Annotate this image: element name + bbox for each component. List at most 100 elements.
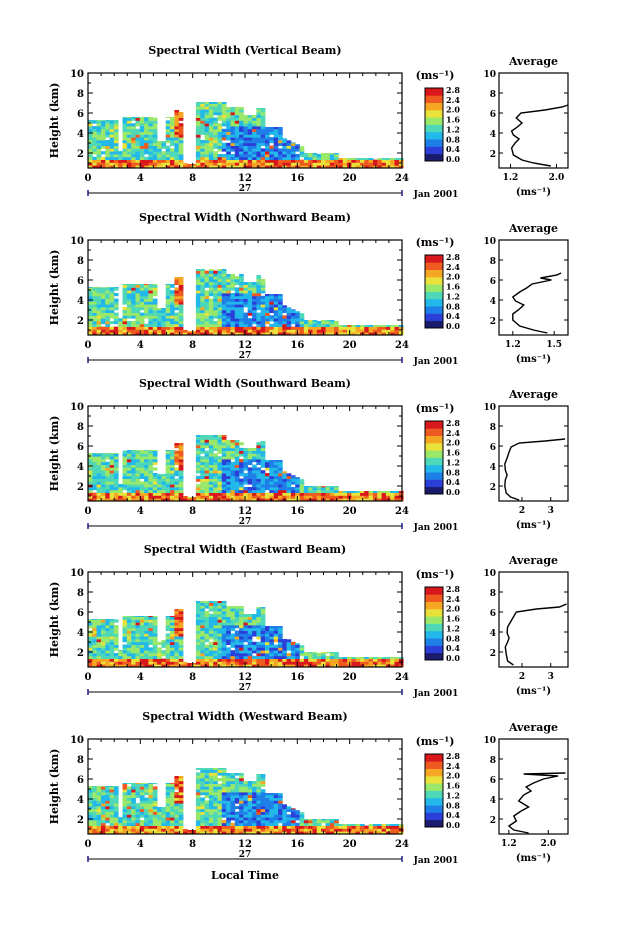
heatmap-cell — [252, 481, 257, 485]
heatmap-cell — [373, 661, 378, 665]
heatmap-cell — [208, 630, 214, 634]
heatmap-cell — [174, 613, 180, 617]
heatmap-cell — [139, 159, 145, 163]
heatmap-cell — [247, 627, 253, 631]
heatmap-cell — [312, 159, 318, 163]
heatmap-cell — [230, 481, 236, 485]
heatmap-cell — [239, 780, 244, 784]
heatmap-cell — [230, 622, 236, 626]
heatmap-cell — [299, 661, 305, 665]
heatmap-cell — [278, 294, 283, 297]
heatmap-cell — [265, 831, 270, 835]
heatmap-cell — [113, 639, 119, 643]
heatmap-cell — [252, 123, 257, 127]
heatmap-cell — [131, 293, 136, 297]
heatmap-cell — [139, 117, 145, 118]
heatmap-cell — [126, 487, 132, 491]
heatmap-cell — [256, 140, 262, 144]
heatmap-cell — [373, 658, 378, 662]
heatmap-cell — [139, 128, 145, 132]
colorbar-label: (ms⁻¹) — [416, 236, 455, 249]
heatmap-cell — [161, 664, 167, 668]
heatmap-cell — [195, 475, 201, 479]
colorbar-segment — [425, 587, 443, 595]
heatmap-cell — [126, 293, 132, 297]
heatmap-cell — [161, 165, 167, 169]
heatmap-cell — [243, 478, 249, 482]
heatmap-cell — [161, 822, 167, 826]
heatmap-cell — [239, 792, 244, 796]
heatmap-cell — [152, 492, 158, 496]
heatmap-cell — [165, 140, 171, 144]
heatmap-cell — [247, 470, 253, 474]
heatmap-cell — [221, 630, 227, 634]
heatmap-cell — [295, 481, 300, 485]
heatmap-cell — [334, 326, 339, 330]
heatmap-cell — [226, 159, 231, 163]
heatmap-cell — [101, 794, 106, 798]
heatmap-cell — [256, 114, 262, 118]
heatmap-cell — [157, 808, 162, 812]
heatmap-cell — [260, 295, 266, 299]
heatmap-cell — [256, 658, 262, 662]
heatmap-cell — [256, 653, 262, 657]
heatmap-cell — [92, 786, 97, 787]
heatmap-cell — [316, 487, 322, 491]
heatmap-cell — [269, 636, 274, 640]
heatmap-cell — [101, 315, 106, 319]
heatmap-cell — [290, 644, 296, 648]
heatmap-cell — [118, 828, 123, 832]
heatmap-cell — [200, 112, 205, 116]
heatmap-cell — [195, 661, 201, 665]
heatmap-cell — [290, 145, 296, 149]
heatmap-cell — [105, 140, 110, 144]
heatmap-cell — [109, 797, 115, 801]
heatmap-cell — [135, 498, 141, 502]
heatmap-cell — [213, 487, 218, 491]
heatmap-cell — [256, 134, 262, 138]
heatmap-cell — [338, 492, 344, 496]
heatmap-cell — [148, 117, 154, 118]
heatmap-cell — [195, 664, 201, 668]
heatmap-cell — [208, 148, 214, 152]
heatmap-cell — [195, 803, 201, 807]
heatmap-cell — [230, 301, 236, 305]
heatmap-cell — [208, 803, 214, 807]
heatmap-cell — [265, 318, 270, 322]
heatmap-cell — [152, 498, 158, 502]
heatmap-cell — [217, 442, 223, 446]
heatmap-cell — [286, 664, 292, 668]
heatmap-cell — [170, 162, 175, 166]
heatmap-cell — [221, 658, 227, 662]
heatmap-cell — [105, 800, 110, 804]
heatmap-cell — [165, 655, 171, 659]
heatmap-cell — [88, 633, 93, 637]
heatmap-cell — [230, 156, 236, 160]
heatmap-cell — [92, 159, 97, 163]
heatmap-cell — [113, 811, 119, 815]
heatmap-cell — [208, 435, 214, 437]
heatmap-cell — [195, 131, 201, 135]
heatmap-cell — [200, 123, 205, 127]
panel-title: Spectral Width (Westward Beam) — [142, 710, 347, 723]
heatmap-cell — [113, 470, 119, 474]
heatmap-cell — [88, 786, 93, 790]
heatmap-cell — [321, 153, 326, 155]
heatmap-cell — [105, 814, 110, 818]
heatmap-cell — [208, 619, 214, 623]
heatmap-cell — [92, 126, 97, 130]
heatmap-cell — [96, 301, 102, 305]
heatmap-cell — [109, 145, 115, 149]
heatmap-cell — [170, 641, 175, 645]
heatmap-cell — [208, 439, 214, 443]
heatmap-cell — [170, 797, 175, 801]
heatmap-cell — [174, 647, 180, 651]
heatmap-cell — [191, 164, 197, 166]
heatmap-cell — [213, 828, 218, 832]
heatmap-cell — [126, 450, 132, 454]
heatmap-cell — [355, 498, 361, 502]
heatmap-cell — [178, 162, 184, 166]
heatmap-cell — [96, 647, 102, 651]
heatmap-cell — [122, 137, 128, 141]
